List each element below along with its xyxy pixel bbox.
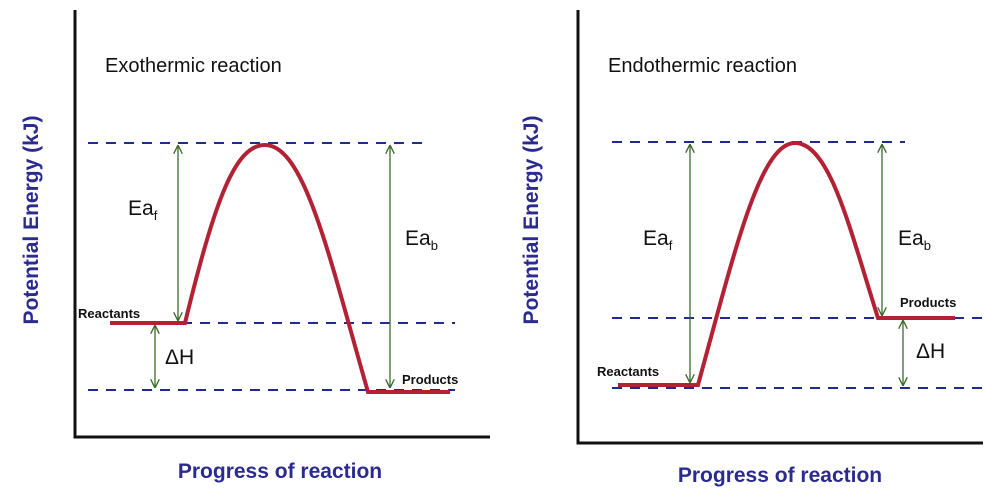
- products-label: Products: [900, 295, 956, 310]
- panel-title: Endothermic reaction: [608, 55, 797, 77]
- exothermic-panel: Exothermic reaction Potential Energy (kJ…: [20, 10, 490, 483]
- ea-backward-label: Eab: [898, 227, 931, 253]
- ea-main: Ea: [643, 227, 669, 250]
- delta-h-label: ΔH: [165, 346, 194, 369]
- ea-main: Ea: [128, 197, 154, 220]
- products-label: Products: [402, 372, 458, 387]
- x-axis-label: Progress of reaction: [678, 464, 882, 487]
- energy-curve: [618, 140, 955, 387]
- ea-forward-label: Eaf: [643, 227, 673, 253]
- energy-curve: [110, 142, 450, 394]
- ea-main: Ea: [405, 227, 431, 250]
- ea-sub: f: [154, 208, 158, 223]
- reactants-label: Reactants: [597, 364, 659, 379]
- endothermic-panel: Endothermic reaction Potential Energy (k…: [520, 10, 983, 487]
- ea-sub: b: [924, 238, 931, 253]
- ea-forward-label: Eaf: [128, 197, 158, 223]
- ea-sub: b: [431, 238, 438, 253]
- axes: [576, 10, 983, 445]
- ea-backward-label: Eab: [405, 227, 438, 253]
- x-axis-label: Progress of reaction: [178, 460, 382, 483]
- delta-h-label: ΔH: [916, 340, 945, 363]
- axes: [73, 10, 490, 439]
- reactants-label: Reactants: [78, 306, 140, 321]
- ea-sub: f: [669, 238, 673, 253]
- y-axis-label: Potential Energy (kJ): [520, 116, 543, 325]
- panel-title: Exothermic reaction: [105, 55, 282, 77]
- y-axis-label: Potential Energy (kJ): [20, 116, 43, 325]
- ea-main: Ea: [898, 227, 924, 250]
